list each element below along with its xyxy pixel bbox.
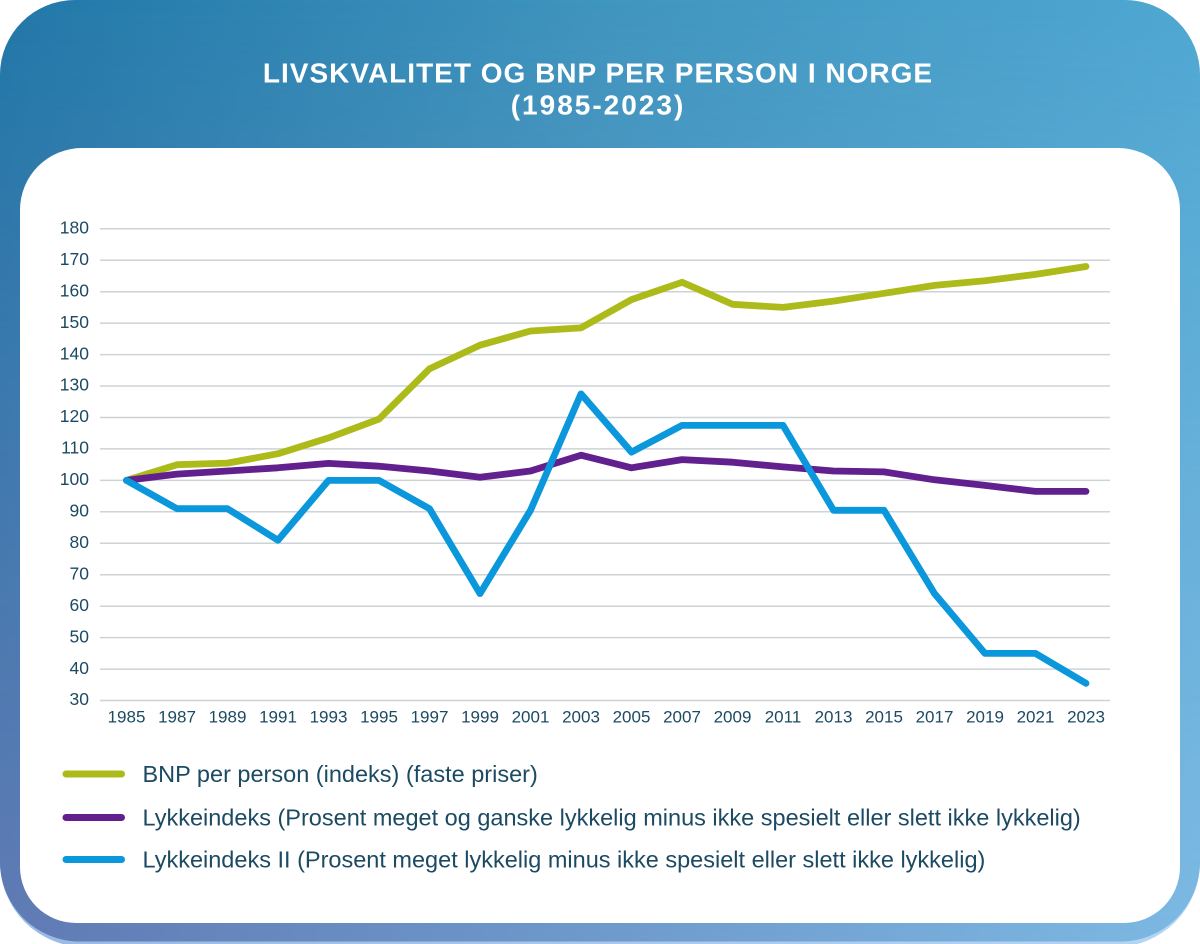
svg-text:2007: 2007 [663,708,701,727]
svg-text:Lykkeindeks II (Prosent meget: Lykkeindeks II (Prosent meget lykkelig m… [143,847,986,873]
svg-text:110: 110 [61,438,89,458]
svg-text:2011: 2011 [765,708,802,727]
svg-text:2003: 2003 [562,708,600,727]
svg-text:30: 30 [70,689,90,709]
svg-text:160: 160 [60,280,89,300]
svg-text:BNP per person (indeks) (faste: BNP per person (indeks) (faste priser) [143,761,538,787]
svg-text:170: 170 [60,249,89,269]
svg-text:2019: 2019 [966,708,1004,727]
svg-text:1989: 1989 [209,708,247,727]
svg-text:70: 70 [70,564,90,584]
svg-text:1997: 1997 [411,708,449,727]
svg-text:1985: 1985 [108,708,146,727]
svg-text:130: 130 [60,375,89,395]
svg-text:2005: 2005 [613,708,651,727]
svg-text:2013: 2013 [815,708,853,727]
svg-text:100: 100 [60,469,89,489]
svg-text:2015: 2015 [865,708,903,727]
svg-text:40: 40 [70,658,90,678]
svg-text:1993: 1993 [310,708,348,727]
svg-text:1987: 1987 [158,708,196,727]
svg-text:150: 150 [60,312,89,332]
svg-text:1995: 1995 [360,708,398,727]
svg-text:LIVSKVALITET OG BNP PER PERSON: LIVSKVALITET OG BNP PER PERSON I NORGE [263,58,933,89]
svg-text:60: 60 [70,595,90,615]
svg-text:2009: 2009 [714,708,752,727]
svg-text:50: 50 [70,626,90,646]
svg-text:1991: 1991 [259,708,297,727]
svg-text:2001: 2001 [512,708,550,727]
svg-text:90: 90 [70,501,90,521]
svg-text:Lykkeindeks (Prosent meget og: Lykkeindeks (Prosent meget og ganske lyk… [143,805,1081,831]
svg-text:180: 180 [60,218,89,238]
svg-text:1999: 1999 [461,708,499,727]
svg-text:2021: 2021 [1017,708,1055,727]
svg-text:(1985-2023): (1985-2023) [511,90,686,121]
svg-text:80: 80 [70,532,90,552]
svg-text:140: 140 [60,343,89,363]
svg-text:2023: 2023 [1067,708,1105,727]
svg-text:120: 120 [60,406,89,426]
svg-text:2017: 2017 [916,708,954,727]
